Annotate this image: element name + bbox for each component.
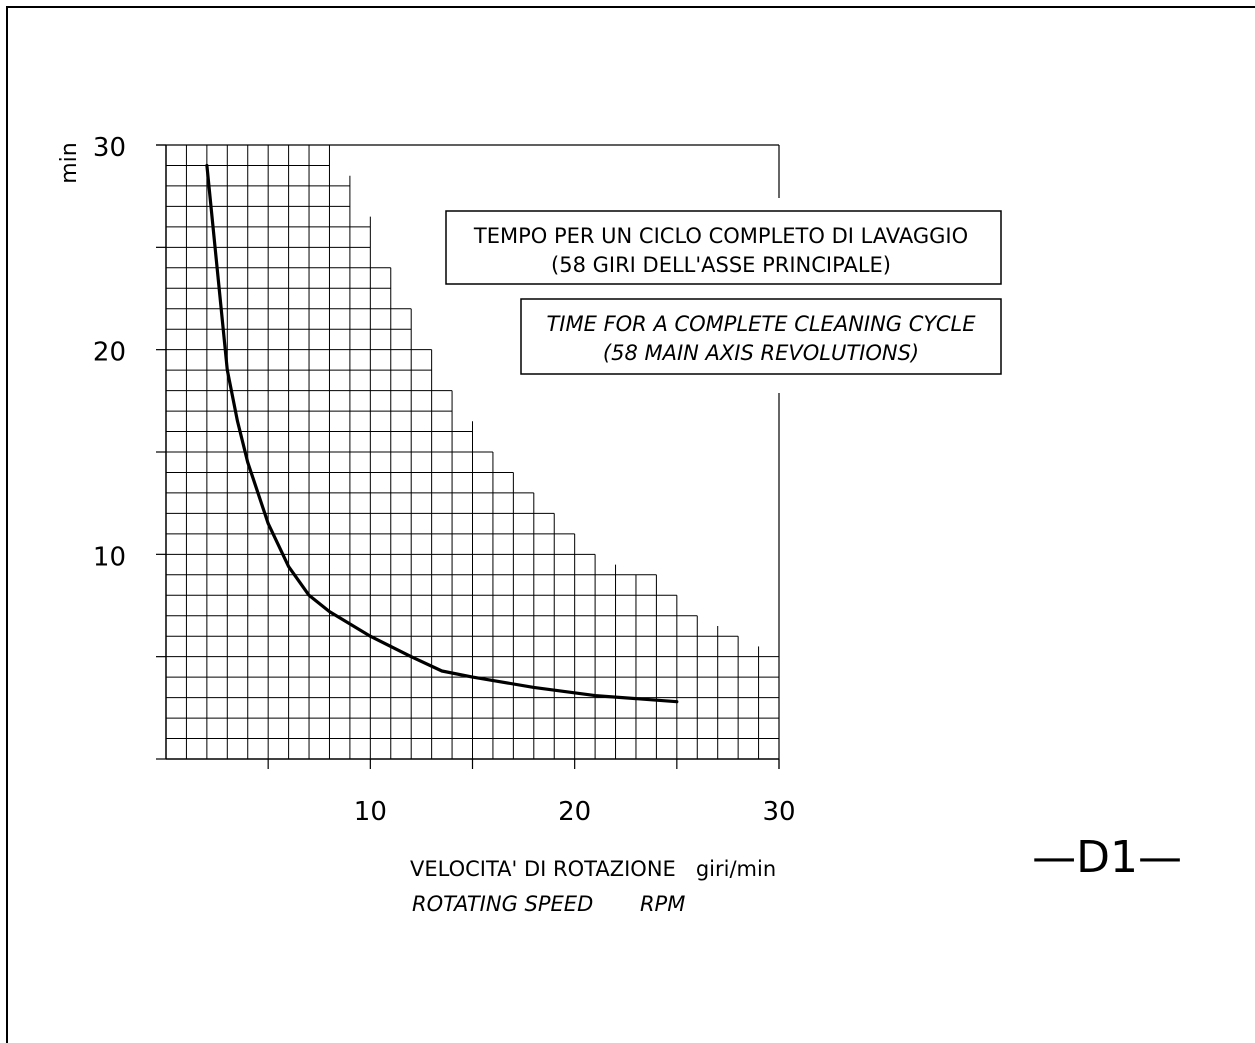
legend-italian-box: [445, 210, 1002, 285]
chart-axes: [156, 144, 780, 769]
x-tick-label: 30: [762, 797, 795, 827]
x-tick-label: 10: [354, 797, 387, 827]
legend-english-line-1: TIME FOR A COMPLETE CLEANING CYCLE: [546, 312, 976, 336]
x-tick-label: 20: [558, 797, 591, 827]
series-line: [205, 163, 679, 704]
legend-italian-line-1: TEMPO PER UN CICLO COMPLETO DI LAVAGGIO: [473, 224, 968, 248]
x-axis-label-italian: VELOCITA' DI ROTAZIONE giri/min: [410, 857, 776, 881]
y-tick-label: 10: [93, 542, 126, 572]
legend-english: TIME FOR A COMPLETE CLEANING CYCLE (58 M…: [520, 298, 1002, 375]
y-tick-label: 30: [93, 133, 126, 163]
legend-italian-line-2: (58 GIRI DELL'ASSE PRINCIPALE): [551, 253, 891, 277]
drawing-frame: [6, 6, 1255, 1043]
x-axis-label-english: ROTATING SPEED RPM: [412, 892, 685, 916]
y-tick-label: 20: [93, 338, 126, 368]
y-axis-label: min: [57, 142, 82, 184]
legend-english-line-2: (58 MAIN AXIS REVOLUTIONS): [603, 341, 919, 365]
tick-labels: 10 20 30 10 20 30: [93, 133, 796, 827]
series-layer: [205, 163, 679, 704]
drawing-tag: —D1—: [1032, 832, 1182, 883]
legend-italian: TEMPO PER UN CICLO COMPLETO DI LAVAGGIO …: [445, 210, 1002, 285]
legend-english-box: [520, 298, 1002, 375]
